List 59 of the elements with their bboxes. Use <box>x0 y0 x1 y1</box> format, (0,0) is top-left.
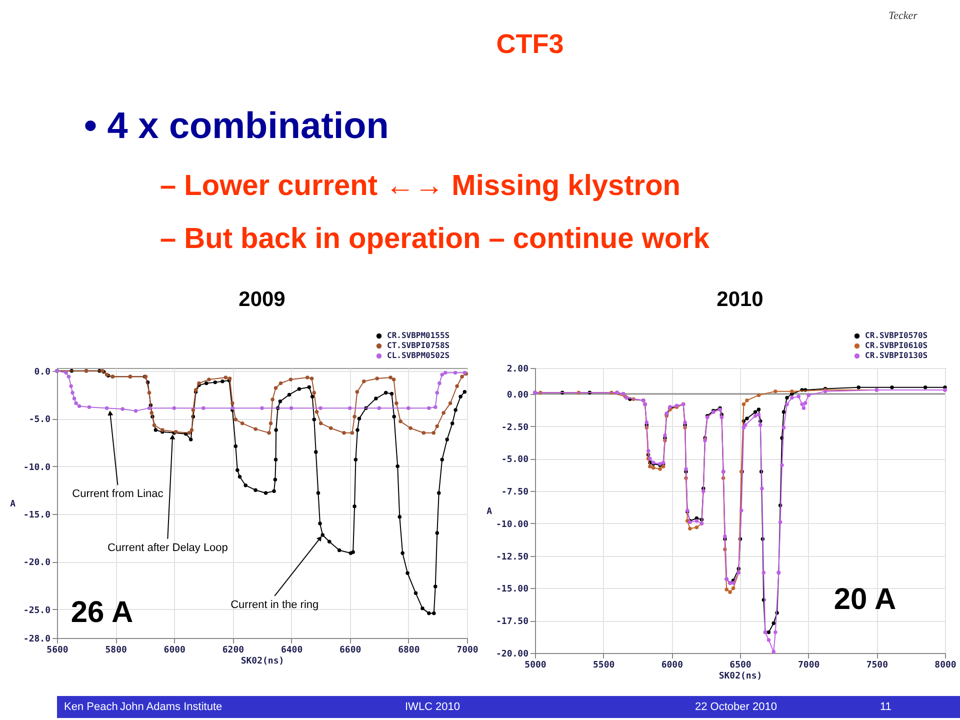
legend-label: CL.SVBPM0502S <box>387 351 450 360</box>
y-tick-label: 0.0 <box>34 367 50 378</box>
y-tick-label: -10.0 <box>23 462 50 473</box>
x-tick-label: 6400 <box>280 646 303 656</box>
y-tick-label: -5.0 <box>28 415 50 426</box>
text: Ken Peach <box>64 701 118 713</box>
y-tick-label: -5.00 <box>501 455 528 466</box>
y-tick-label: -12.50 <box>496 552 528 562</box>
text: 22 October 2010 <box>695 701 777 713</box>
y-tick-label: -15.00 <box>496 584 528 595</box>
x-tick-label: 5500 <box>592 660 615 670</box>
x-tick-label: 5000 <box>524 660 546 670</box>
x-tick-label: 6800 <box>398 646 420 656</box>
x-tick-label: 6000 <box>661 660 684 670</box>
legend-label: CR.SVBPI0130S <box>865 351 928 360</box>
y-tick-label: 2.00 <box>506 364 528 374</box>
legend-label: CR.SVBPI0610S <box>865 341 928 350</box>
y-tick-label: -10.00 <box>496 520 528 530</box>
annotation: 20 A <box>834 583 896 616</box>
y-tick-label: -28.0 <box>23 634 50 644</box>
text: – Lower current ←→ Missing klystron <box>160 170 680 202</box>
x-tick-label: 7000 <box>456 646 478 656</box>
x-tick-label: 5600 <box>46 646 68 656</box>
text: John Adams Institute <box>120 701 222 713</box>
y-tick-label: -25.0 <box>23 606 50 616</box>
legend-label: CR.SVBPM0155S <box>387 331 450 340</box>
x-tick-label: 7000 <box>798 660 820 670</box>
y-tick-label: -2.50 <box>501 422 528 433</box>
text: • 4 x combination <box>84 105 389 146</box>
y-tick-label: -20.00 <box>496 650 528 660</box>
x-tick-label: 6500 <box>730 660 752 670</box>
x-tick-label: 6600 <box>340 646 362 656</box>
x-tick-label: 6000 <box>164 646 186 656</box>
chart-title: 2009 <box>238 288 286 311</box>
text: Tecker <box>888 10 918 22</box>
y-tick-label: -7.50 <box>501 488 528 498</box>
annotation: Current after Delay Loop <box>107 542 228 554</box>
y-axis-title: A <box>10 500 16 510</box>
y-tick-label: -17.50 <box>496 617 528 628</box>
x-tick-label: 8000 <box>934 660 956 670</box>
chart-title: 2010 <box>716 288 764 311</box>
y-axis-title: A <box>486 507 493 517</box>
text: IWLC 2010 <box>405 701 460 713</box>
x-tick-label: 5800 <box>105 646 127 656</box>
text: 11 <box>880 701 892 713</box>
legend-label: CT.SVBPI0758S <box>387 341 450 350</box>
text: CTF3 <box>496 29 564 59</box>
y-tick-label: -15.0 <box>23 510 50 520</box>
x-tick-label: 7500 <box>866 660 888 670</box>
x-axis-title: SK02(ns) <box>718 672 762 682</box>
x-axis-title: SK02(ns) <box>240 656 284 666</box>
y-tick-label: 0.00 <box>506 390 528 400</box>
annotation: Current in the ring <box>230 598 319 611</box>
annotation: 26 A <box>70 596 134 629</box>
x-tick-label: 6200 <box>222 646 244 656</box>
y-tick-label: -20.0 <box>23 558 50 568</box>
text: – But back in operation – continue work <box>160 223 710 255</box>
annotation: Current from Linac <box>72 488 164 500</box>
legend-label: CR.SVBPI0570S <box>865 331 928 340</box>
